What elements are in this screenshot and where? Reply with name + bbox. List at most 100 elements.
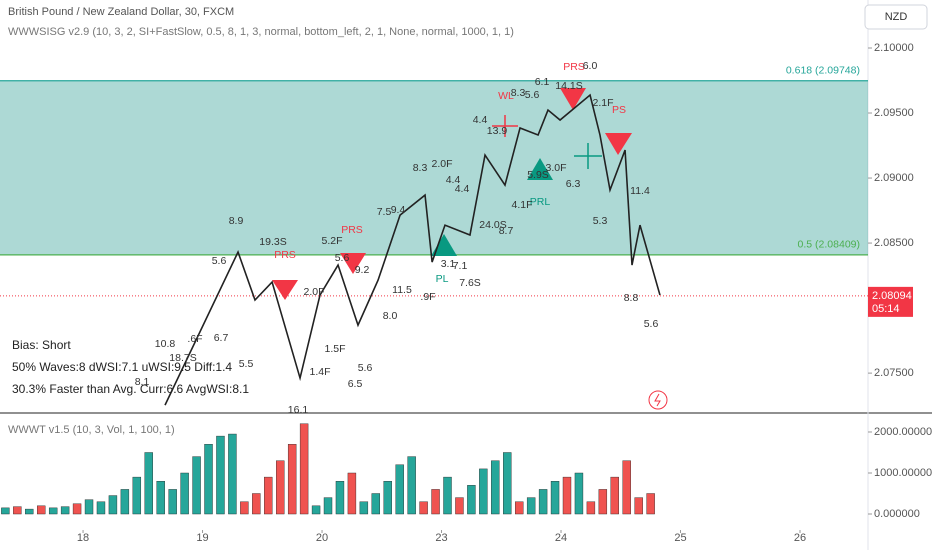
volume-bar bbox=[60, 506, 70, 515]
y-tick-label: 2.09000 bbox=[874, 172, 914, 184]
wave-annotation: 2.0F bbox=[303, 286, 324, 298]
volume-bar bbox=[144, 452, 153, 515]
volume-bar bbox=[479, 468, 488, 515]
volume-bar bbox=[503, 452, 512, 515]
volume-bar bbox=[598, 489, 608, 515]
wave-annotation: 8.7 bbox=[499, 225, 514, 237]
wave-annotation: .6F bbox=[187, 333, 202, 345]
wave-annotation: 8.3 bbox=[413, 162, 428, 174]
indicator-title: WWWSISG v2.9 (10, 3, 2, SI+FastSlow, 0.5… bbox=[8, 26, 514, 38]
volume-bar bbox=[311, 505, 321, 515]
wave-annotation: 2.1F bbox=[592, 97, 613, 109]
volume-bar bbox=[25, 508, 34, 515]
volume-bar bbox=[538, 489, 548, 515]
volume-bar bbox=[240, 501, 249, 515]
wave-annotation: 5.6 bbox=[644, 318, 659, 330]
volume-bar bbox=[419, 501, 428, 515]
wave-annotation: 5.6 bbox=[358, 362, 373, 374]
wave-annotation: 8.0 bbox=[383, 310, 398, 322]
wave-annotation: 2.0F bbox=[431, 158, 452, 170]
wave-annotation: 5.9S bbox=[527, 169, 549, 181]
volume-bar bbox=[180, 472, 189, 515]
wave-annotation: 24.0S bbox=[479, 219, 506, 231]
wave-annotation: PRL bbox=[530, 196, 551, 208]
current-price-label: 2.08094 bbox=[872, 290, 912, 302]
sell-marker bbox=[340, 253, 366, 274]
volume-bar bbox=[37, 505, 46, 515]
currency-button[interactable] bbox=[864, 4, 928, 30]
volume-bar bbox=[84, 499, 94, 515]
wave-annotation: 8.3 bbox=[511, 87, 526, 99]
wave-annotation: WL bbox=[498, 90, 514, 102]
y-tick-label: 1000.000000 bbox=[874, 467, 932, 479]
wave-annotation: 8.9 bbox=[229, 215, 244, 227]
x-tick-label: 26 bbox=[794, 532, 806, 544]
wave-annotation: 7.1 bbox=[453, 260, 468, 272]
sell-marker bbox=[560, 88, 586, 110]
wave-annotation: 6.5 bbox=[348, 378, 363, 390]
volume-bar bbox=[634, 497, 643, 515]
volume-bar bbox=[48, 507, 58, 515]
wave-annotation: PRS bbox=[274, 249, 296, 261]
volume-bar bbox=[287, 444, 297, 515]
wave-annotation: 7.6S bbox=[459, 277, 481, 289]
countdown-label: 05:14 bbox=[872, 303, 900, 315]
volume-bar bbox=[276, 460, 285, 515]
volume-bar bbox=[562, 476, 572, 515]
volume-bar bbox=[646, 493, 655, 515]
symbol-title: British Pound / New Zealand Dollar, 30, … bbox=[8, 6, 234, 18]
fib-zone bbox=[0, 80, 868, 255]
volume-title: WWWT v1.5 (10, 3, Vol, 1, 100, 1) bbox=[8, 424, 175, 436]
wave-annotation: PS bbox=[612, 104, 626, 116]
y-tick-label: 2.09500 bbox=[874, 107, 914, 119]
fib-label: 0.5 (2.08409) bbox=[798, 239, 860, 251]
volume-bar bbox=[610, 476, 619, 515]
wave-annotation: 6.7 bbox=[214, 332, 229, 344]
x-tick-label: 20 bbox=[316, 532, 328, 544]
wave-annotation: 11.4 bbox=[630, 185, 650, 197]
x-tick-label: 18 bbox=[77, 532, 89, 544]
volume-bar bbox=[264, 476, 273, 515]
wave-annotation: 8.1 bbox=[135, 376, 150, 388]
volume-bar bbox=[359, 501, 369, 515]
y-tick-label: 2.07500 bbox=[874, 367, 914, 379]
volume-bar bbox=[156, 481, 165, 515]
wave-annotation: 7.5 bbox=[377, 206, 392, 218]
volume-bar bbox=[1, 507, 10, 515]
volume-bar bbox=[13, 506, 22, 515]
x-tick-label: 24 bbox=[555, 532, 567, 544]
bias-text: 30.3% Faster than Avg. Curr:6.6 AvgWSI:8… bbox=[12, 382, 249, 396]
volume-bar bbox=[120, 489, 130, 515]
wave-annotation: 11.5 bbox=[392, 284, 412, 296]
alert-icon[interactable] bbox=[648, 390, 668, 410]
y-tick-label: 0.000000 bbox=[874, 508, 920, 520]
wave-annotation: 5.2F bbox=[321, 235, 342, 247]
wave-annotation: 9.2 bbox=[355, 264, 370, 276]
volume-bar bbox=[72, 503, 82, 515]
volume-bar bbox=[491, 460, 500, 515]
wave-annotation: 5.3 bbox=[593, 215, 608, 227]
wave-annotation: 5.5 bbox=[239, 358, 254, 370]
wave-annotation: 19.3S bbox=[259, 236, 286, 248]
wave-annotation: PRS bbox=[341, 224, 363, 236]
volume-bar bbox=[108, 495, 118, 515]
volume-bar bbox=[192, 456, 201, 515]
volume-bar bbox=[455, 497, 464, 515]
wave-annotation: 4.4 bbox=[446, 174, 461, 186]
volume-bar bbox=[514, 501, 524, 515]
volume-bar bbox=[586, 501, 596, 515]
volume-bar bbox=[467, 485, 476, 515]
alert-bolt bbox=[654, 393, 661, 407]
wave-annotation: 10.8 bbox=[155, 338, 176, 350]
volume-bar bbox=[216, 435, 225, 515]
volume-bar bbox=[407, 456, 416, 515]
wave-annotation: 5.6 bbox=[212, 255, 227, 267]
volume-bar bbox=[228, 433, 237, 515]
wave-annotation: .9F bbox=[420, 291, 435, 303]
volume-bar bbox=[622, 460, 631, 515]
volume-bar bbox=[204, 444, 213, 515]
wave-annotation: 1.4F bbox=[309, 366, 330, 378]
buy-marker bbox=[527, 158, 553, 180]
